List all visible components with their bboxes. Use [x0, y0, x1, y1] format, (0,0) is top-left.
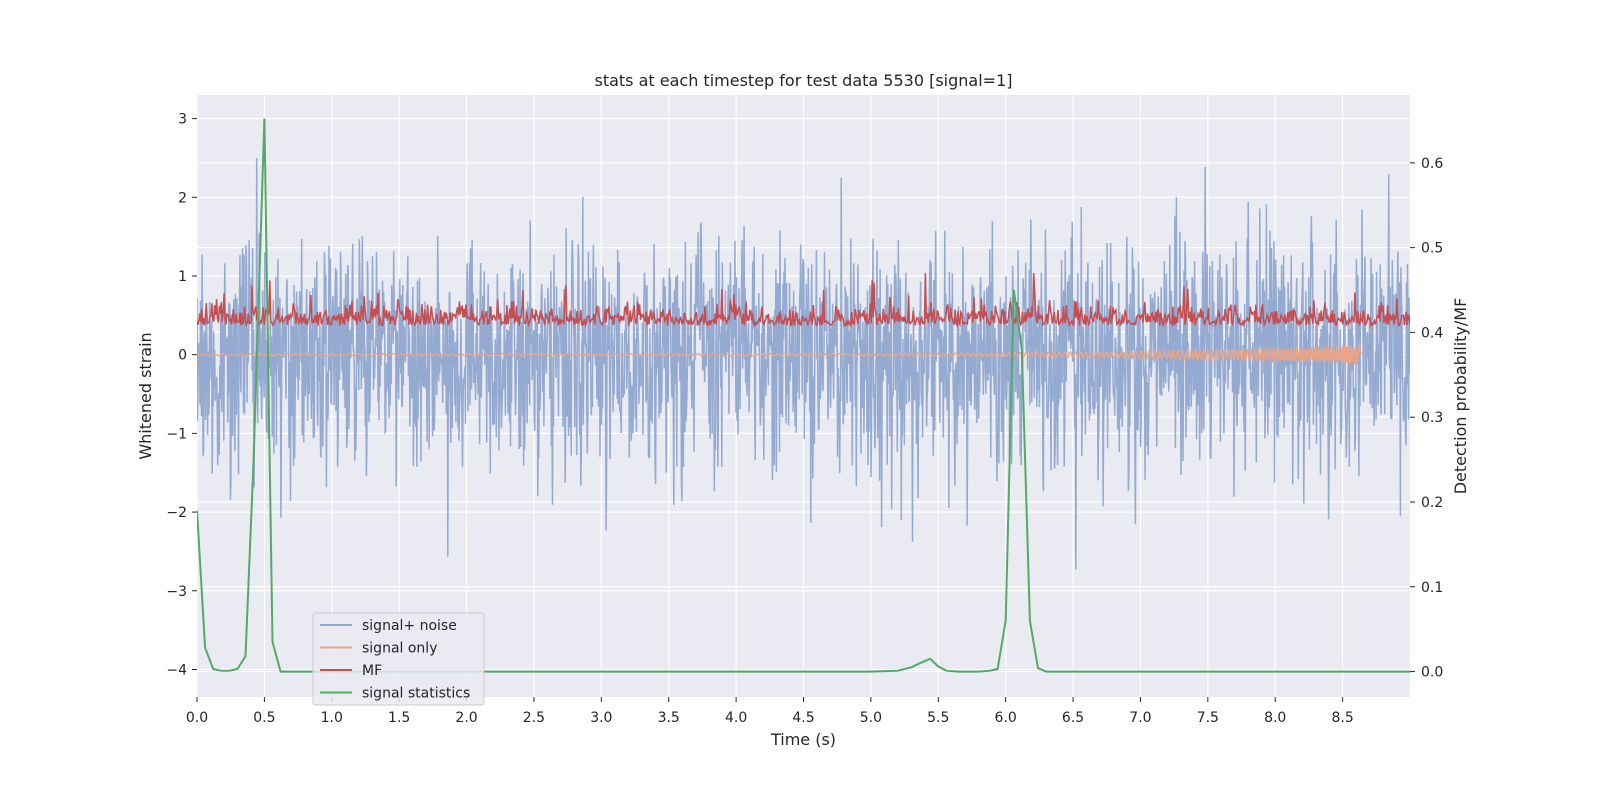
x-tick-label: 1.5 [388, 710, 410, 726]
y-tick-label: −2 [166, 505, 187, 521]
legend-label: signal statistics [362, 686, 470, 702]
legend-label: signal only [362, 641, 437, 657]
x-tick-label: 2.0 [455, 710, 477, 726]
x-axis-label: Time (s) [770, 730, 836, 749]
chart-title: stats at each timestep for test data 553… [594, 71, 1012, 90]
x-tick-label: 6.0 [995, 710, 1017, 726]
legend: signal+ noise signal only MF signal statist… [312, 612, 485, 706]
y-tick-label: −4 [166, 662, 187, 678]
y2-tick-label: 0.5 [1421, 241, 1443, 257]
y2-tick-label: 0.1 [1421, 580, 1443, 596]
ticks: 0.0 0.5 1.0 1.5 2.0 2.5 3.0 3.5 4.0 4.5 5.0 5.5 6.0 6… [166, 112, 1443, 726]
x-tick-label: 7.0 [1129, 710, 1151, 726]
y-axis-label: Whitened strain [136, 332, 155, 459]
x-tick-label: 8.0 [1264, 710, 1286, 726]
x-tick-label: 6.5 [1062, 710, 1084, 726]
y2-tick-label: 0.2 [1421, 495, 1443, 511]
x-tick-label: 5.5 [927, 710, 949, 726]
x-tick-label: 3.5 [658, 710, 680, 726]
y2-tick-label: 0.6 [1421, 156, 1443, 172]
y-tick-label: −1 [166, 426, 187, 442]
x-tick-label: 0.5 [253, 710, 275, 726]
y-tick-label: 2 [178, 190, 187, 206]
x-tick-label: 1.0 [321, 710, 343, 726]
y-tick-label: −3 [166, 584, 187, 600]
y2-axis-label: Detection probability/MF [1451, 298, 1470, 495]
series-signal-only-line [197, 344, 1363, 365]
x-tick-label: 4.5 [792, 710, 814, 726]
x-tick-label: 0.0 [186, 710, 208, 726]
series-signal-noise-line [197, 157, 1410, 570]
x-tick-label: 4.0 [725, 710, 747, 726]
legend-box [312, 612, 485, 706]
legend-label: MF [362, 663, 382, 679]
x-tick-label: 7.5 [1197, 710, 1219, 726]
y-tick-label: 0 [178, 348, 187, 364]
x-tick-label: 5.0 [860, 710, 882, 726]
y-tick-label: 1 [178, 269, 187, 285]
data-layer [197, 118, 1410, 673]
x-tick-label: 3.0 [590, 710, 612, 726]
y2-tick-label: 0.4 [1421, 325, 1443, 341]
series-signal-statistics-line [197, 118, 1410, 673]
legend-label: signal+ noise [362, 618, 457, 634]
x-tick-label: 2.5 [523, 710, 545, 726]
y-tick-label: 3 [178, 112, 187, 128]
y2-tick-label: 0.0 [1421, 665, 1443, 681]
y2-tick-label: 0.3 [1421, 410, 1443, 426]
series-mf-line [197, 273, 1410, 329]
x-tick-label: 8.5 [1331, 710, 1353, 726]
